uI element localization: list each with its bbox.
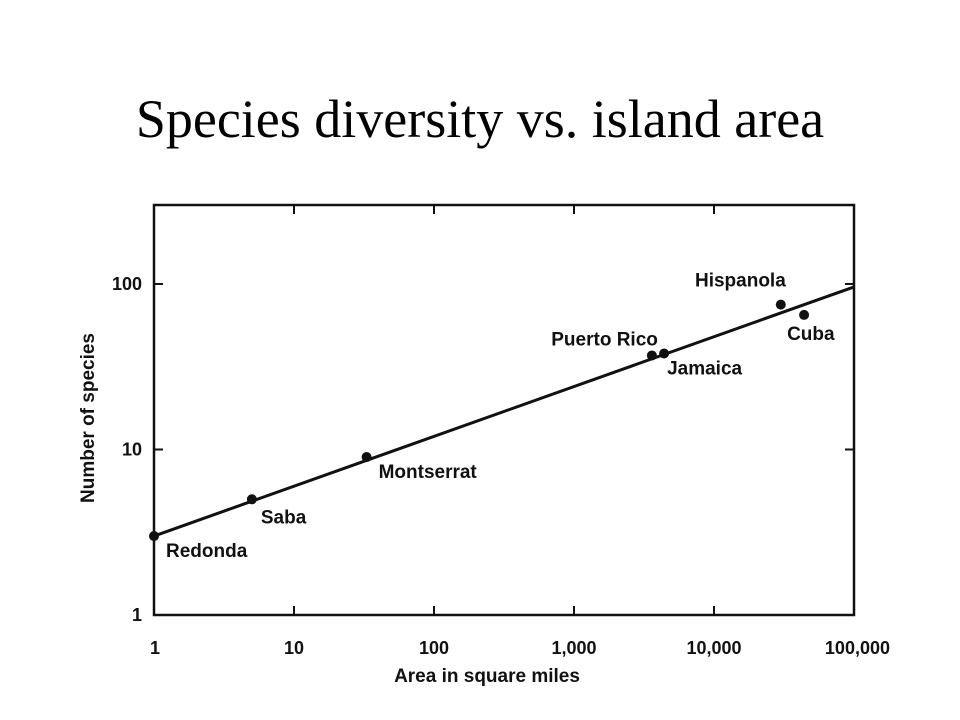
y-tick-label: 100 <box>112 274 142 294</box>
data-point <box>646 350 657 361</box>
x-tick-label: 100,000 <box>825 638 890 658</box>
x-tick-label: 1 <box>150 638 160 658</box>
data-point-label: Puerto Rico <box>551 329 658 350</box>
slide-title: Species diversity vs. island area <box>135 89 825 149</box>
plot-frame <box>152 203 856 617</box>
y-tick-label: 1 <box>132 605 142 625</box>
x-tick-label: 1,000 <box>551 638 596 658</box>
x-tick-label: 10 <box>284 638 304 658</box>
data-point-label: Hispanola <box>695 271 786 292</box>
fit-line <box>153 285 855 538</box>
data-point <box>659 348 670 359</box>
x-tick-label: 100 <box>419 638 449 658</box>
data-point <box>775 299 786 310</box>
data-point-label: Jamaica <box>667 359 742 380</box>
data-point <box>149 531 159 542</box>
y-tick-label: 10 <box>122 439 142 459</box>
data-point-label: Cuba <box>787 324 835 345</box>
data-point <box>799 309 810 320</box>
data-point <box>246 494 257 505</box>
x-axis-title: Area in square miles <box>394 666 580 687</box>
y-axis-title: Number of species <box>78 333 99 503</box>
data-point-label: Redonda <box>166 541 248 562</box>
data-point <box>361 452 372 463</box>
x-tick-label: 10,000 <box>686 638 741 658</box>
data-point-label: Saba <box>261 507 307 528</box>
data-point-label: Montserrat <box>379 462 478 483</box>
